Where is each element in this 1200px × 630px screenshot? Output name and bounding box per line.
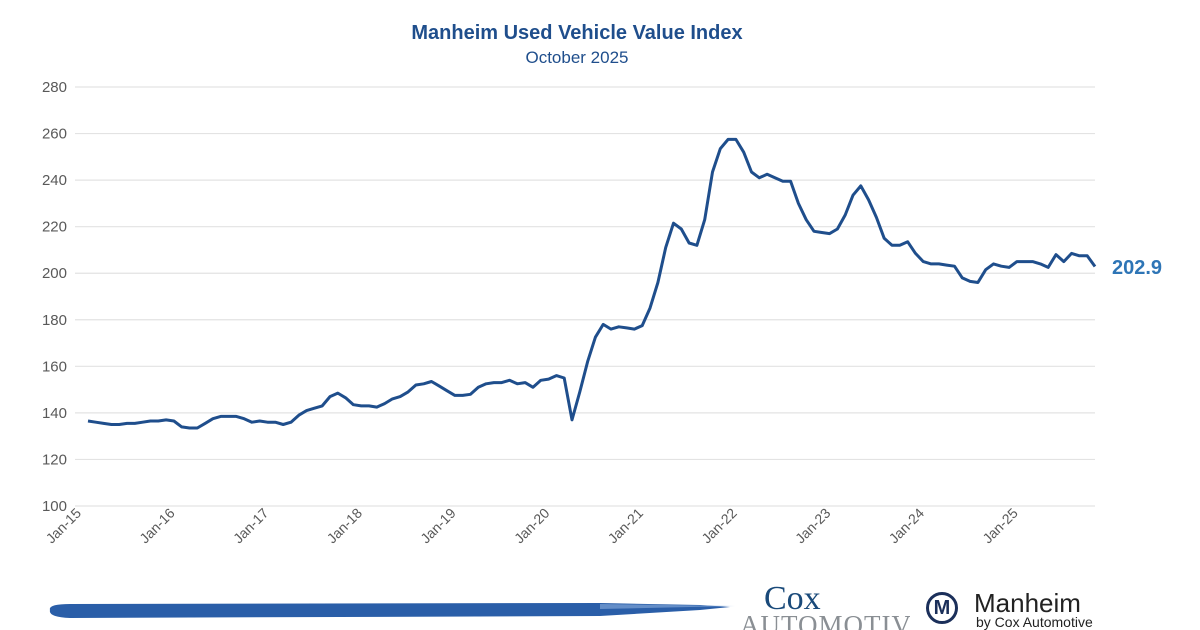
y-tick-label: 180 [42,312,67,329]
x-tick-label: Jan-20 [511,505,553,547]
brush-stroke [49,603,731,618]
cox-automotive-logo: Cox Automotive [740,582,910,630]
chart-title: Manheim Used Vehicle Value Index [411,22,743,44]
x-tick-label: Jan-19 [417,505,459,547]
x-tick-label: Jan-22 [698,505,740,547]
brush-stroke-tail [600,604,735,609]
series-line [87,137,1097,430]
y-tick-label: 200 [42,265,67,282]
y-tick-label: 280 [42,79,67,96]
chart-subtitle: October 2025 [525,48,629,67]
brush-stroke-logo [49,603,735,618]
y-tick-label: 260 [42,126,67,143]
manheim-logo-tagline: by Cox Automotive [976,614,1093,630]
y-tick-label: 220 [42,219,67,236]
automotive-logo-text: Automotive [740,610,910,630]
cox-logo-text: Cox [764,582,821,617]
end-value-label: 202.9 [1112,257,1162,279]
x-tick-label: Jan-24 [886,505,928,547]
y-tick-label: 240 [42,172,67,189]
y-tick-label: 120 [42,451,67,468]
x-tick-label: Jan-23 [792,505,834,547]
y-tick-label: 140 [42,405,67,422]
x-tick-label: Jan-25 [979,505,1021,547]
y-tick-label: 100 [42,498,67,515]
x-tick-label: Jan-17 [230,505,272,547]
manheim-m-icon: M [926,592,958,624]
x-tick-label: Jan-16 [136,505,178,547]
x-tick-label: Jan-21 [605,505,647,547]
manheim-logo-name: Manheim [974,588,1081,618]
y-tick-label: 160 [42,358,67,375]
x-tick-label: Jan-18 [324,505,366,547]
